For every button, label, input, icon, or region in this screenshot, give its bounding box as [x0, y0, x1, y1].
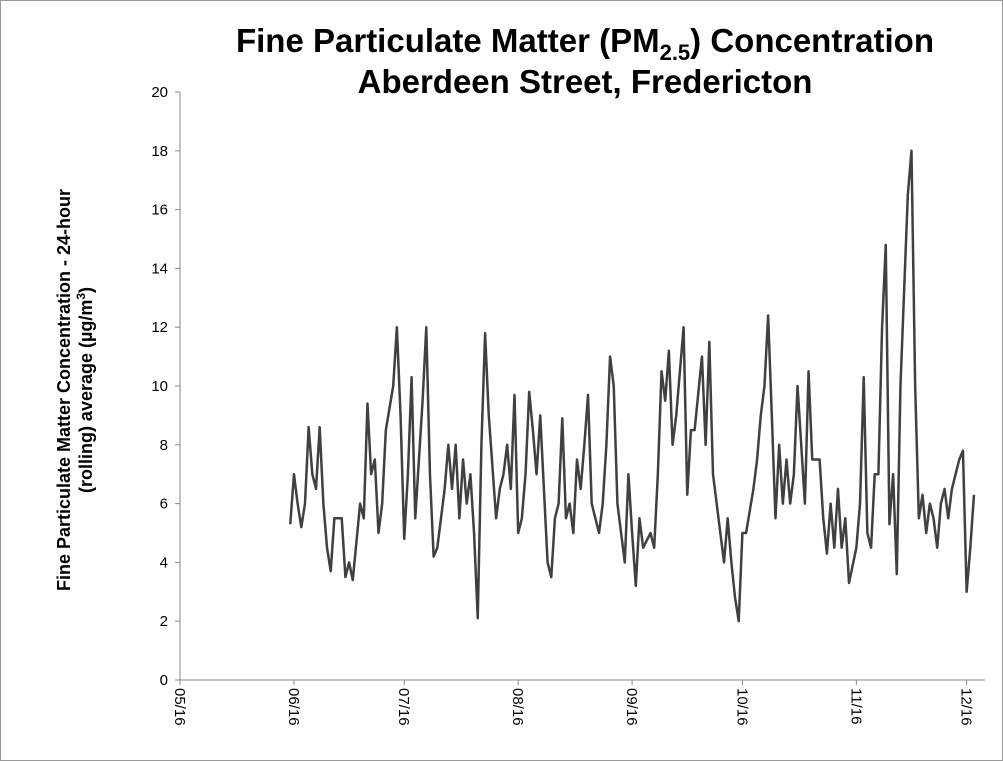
y-tick-label: 12	[151, 319, 168, 336]
data-line	[289, 149, 976, 623]
y-tick-label: 18	[151, 143, 168, 160]
x-tick-label: 06/16	[285, 688, 302, 726]
y-tick-label: 14	[151, 260, 168, 277]
chart-title: Fine Particulate Matter (PM2.5) Concentr…	[236, 22, 934, 65]
title-text: ) Concentration	[690, 22, 934, 59]
y-tick-label: 16	[151, 202, 168, 219]
x-tick-label: 05/16	[171, 688, 188, 726]
y-label-line: Fine Particulate Matter Concentration - …	[54, 189, 74, 591]
title-subscript: 2.5	[660, 40, 691, 65]
y-tick-label: 6	[160, 496, 168, 513]
y-tick-label: 8	[160, 437, 168, 454]
chart-subtitle: Aberdeen Street, Fredericton	[358, 63, 813, 100]
x-tick-label: 10/16	[733, 688, 750, 726]
x-tick-label: 12/16	[958, 688, 975, 726]
x-tick-label: 07/16	[395, 688, 412, 726]
title-text: Fine Particulate Matter (PM	[236, 22, 660, 59]
y-label-line: (rolling) average (µg/m3)	[74, 287, 96, 493]
x-tick-label: 09/16	[623, 688, 640, 726]
y-label-sup: 3	[74, 293, 88, 300]
y-tick-label: 2	[160, 613, 168, 630]
y-label-text: )	[76, 287, 96, 293]
x-tick-label: 08/16	[509, 688, 526, 726]
y-tick-label: 4	[160, 554, 168, 571]
y-tick-label: 0	[160, 672, 168, 689]
y-axis-label: Fine Particulate Matter Concentration - …	[54, 189, 96, 591]
y-tick-label: 20	[151, 84, 168, 101]
x-tick-label: 11/16	[847, 688, 864, 724]
y-label-text: (rolling) average (µg/m	[76, 300, 96, 493]
y-tick-label: 10	[151, 378, 168, 395]
